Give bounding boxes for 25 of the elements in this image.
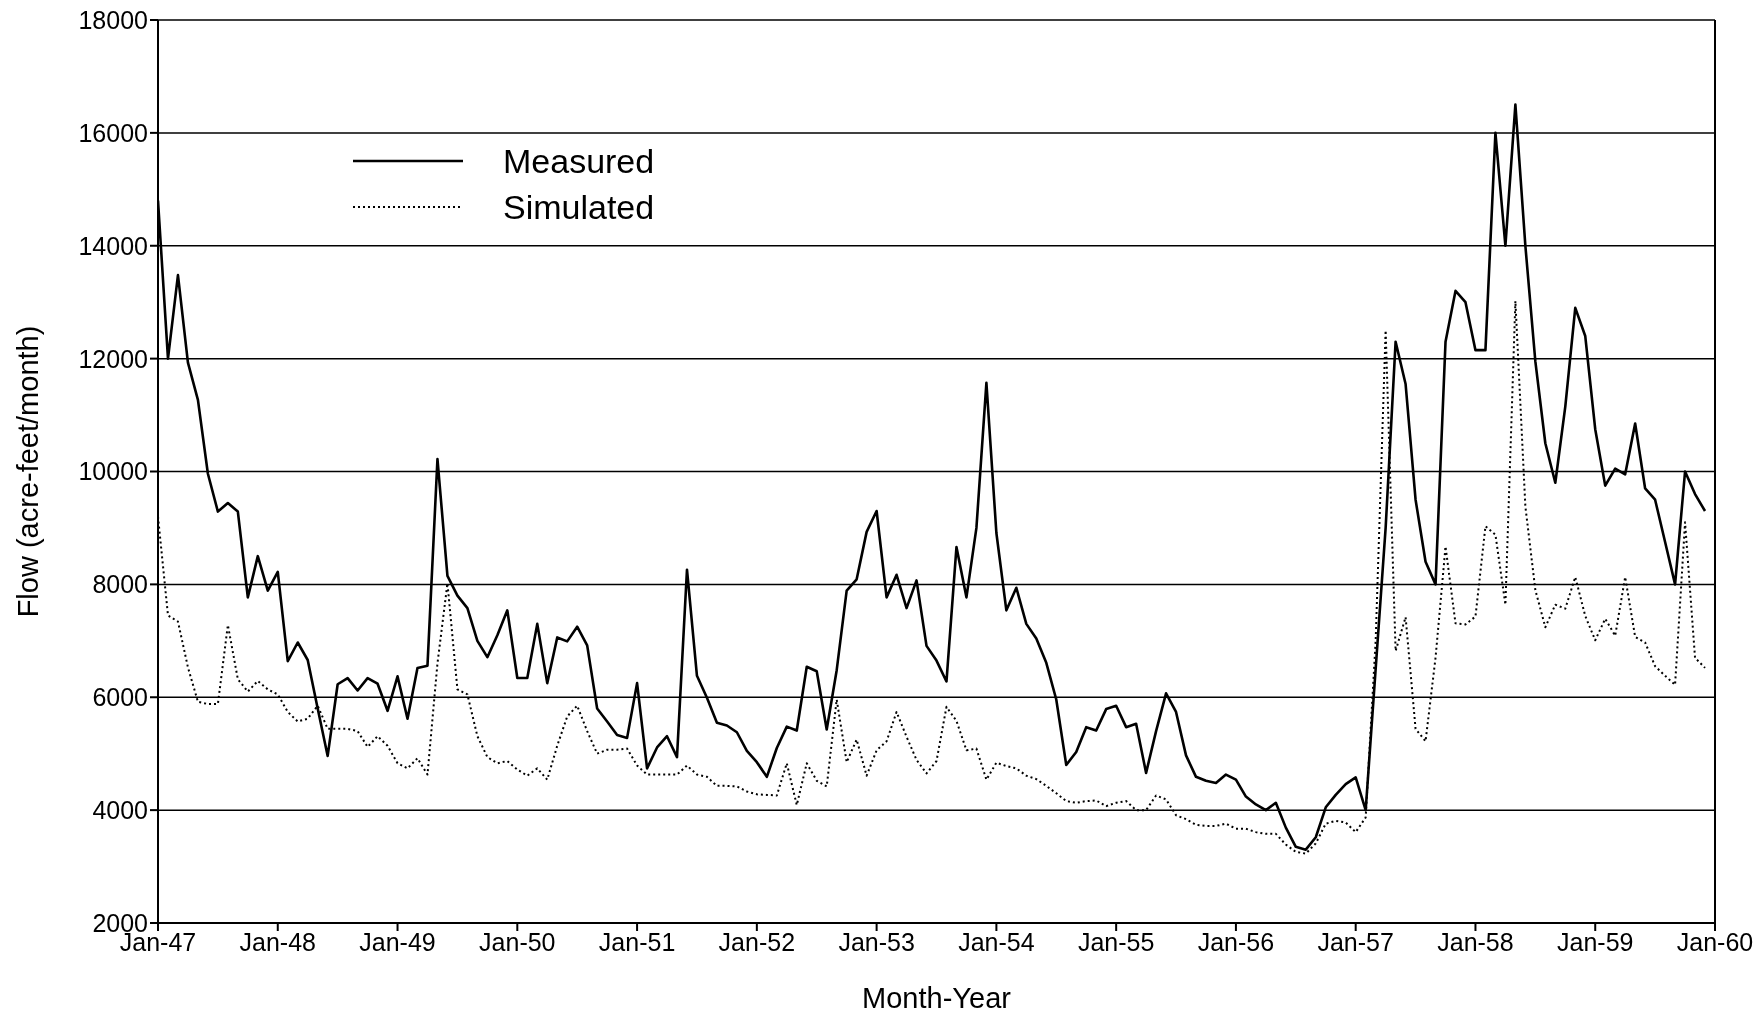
x-tick-label: Jan-49 <box>359 927 436 956</box>
x-tick-label: Jan-52 <box>718 927 796 956</box>
y-tick-label: 12000 <box>78 344 148 373</box>
y-tick-label: 8000 <box>92 570 148 599</box>
legend-label: Measured <box>503 141 655 181</box>
y-tick-label: 14000 <box>78 231 148 260</box>
x-tick-label: Jan-58 <box>1437 927 1514 956</box>
x-tick-label: Jan-48 <box>239 927 316 956</box>
x-tick-label: Jan-53 <box>838 927 915 956</box>
y-tick-label: 6000 <box>92 683 148 712</box>
y-tick-label: 16000 <box>78 118 148 147</box>
y-tick-label: 18000 <box>78 5 148 34</box>
x-tick-label: Jan-55 <box>1077 927 1155 956</box>
x-tick-label: Jan-54 <box>958 927 1035 956</box>
y-tick-label: 10000 <box>78 457 148 486</box>
x-tick-label: Jan-51 <box>598 927 676 956</box>
x-tick-label: Jan-56 <box>1197 927 1275 956</box>
y-tick-label: 4000 <box>92 796 148 824</box>
legend-label: Simulated <box>503 187 655 227</box>
x-tick-label: Jan-57 <box>1317 927 1394 956</box>
x-tick-label: Jan-50 <box>479 927 556 956</box>
y-axis-title: Flow (acre-feet/month) <box>12 325 45 618</box>
x-tick-label: Jan-59 <box>1557 927 1634 956</box>
x-axis-title: Month-Year <box>862 982 1012 1014</box>
x-tick-label: Jan-60 <box>1676 927 1754 956</box>
